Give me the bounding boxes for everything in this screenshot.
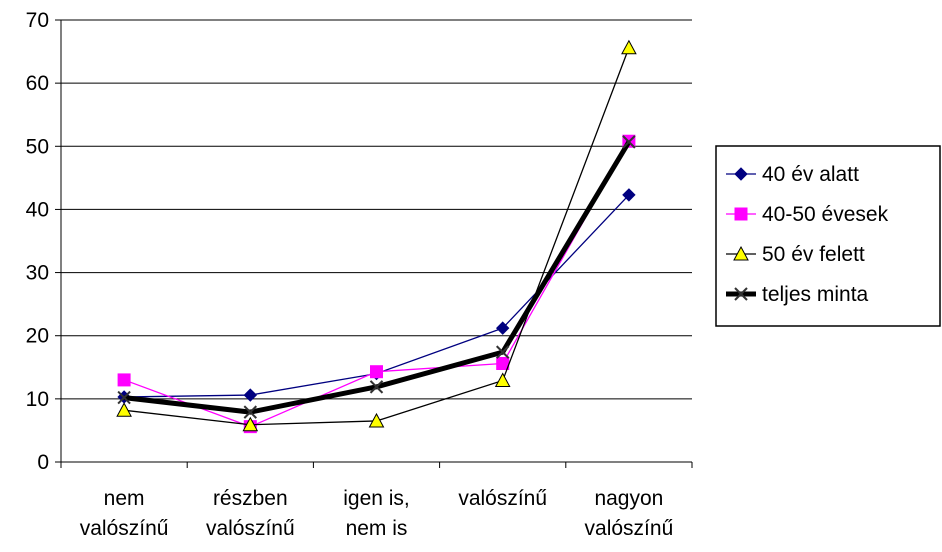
x-marker-stroke [243, 405, 258, 419]
x-category-label: nagyon valószínű [585, 487, 674, 540]
x-category-label: részben valószínű [206, 487, 295, 540]
legend-label: 40 év alatt [762, 163, 859, 186]
legend-swatch-marker [734, 167, 748, 181]
series-3 [117, 135, 636, 419]
legend-entry: 50 év felett [726, 243, 865, 266]
legend: 40 év alatt 40-50 évesek 50 év felett telje… [715, 145, 941, 327]
data-series [116, 39, 637, 434]
x-marker-stroke [622, 135, 636, 149]
x-category-label-line: valószínű [585, 517, 674, 540]
x-marker-stroke [734, 287, 748, 301]
y-tick-label: 50 [26, 135, 49, 158]
legend-label: teljes minta [762, 283, 869, 306]
y-tick-label: 10 [26, 388, 49, 411]
x-category-label-line: valószínű [80, 517, 169, 540]
x-category-label-line: valószínű [206, 517, 295, 540]
x-category-label: valószínű [458, 487, 547, 510]
legend-swatch-marker [734, 287, 748, 301]
data-point [243, 405, 258, 419]
x-marker-stroke [495, 345, 510, 359]
y-tick-label: 30 [26, 262, 49, 285]
x-marker-stroke [369, 380, 384, 394]
gridlines [61, 19, 692, 400]
data-point [243, 388, 258, 402]
series-line [123, 140, 630, 428]
legend-entry: teljes minta [726, 283, 869, 306]
data-point [495, 321, 510, 335]
data-point [622, 135, 636, 149]
x-category-label: igen is, nem is [343, 487, 410, 540]
x-category-label-line: nagyon [594, 487, 663, 510]
data-point [117, 390, 131, 405]
data-point [621, 39, 637, 55]
x-category-label-line: nem is [346, 517, 408, 540]
axes: 0 10 20 30 40 50 60 70 nem valószínű részben valósz… [26, 9, 693, 540]
legend-label: 50 év felett [762, 243, 865, 266]
data-point [370, 365, 383, 379]
y-tick-label: 70 [26, 9, 49, 32]
legend-swatch-marker [734, 207, 748, 221]
data-point [369, 380, 384, 394]
data-point [368, 412, 385, 428]
legend-entry: 40 év alatt [726, 163, 859, 186]
y-tick-label: 60 [26, 72, 49, 95]
y-tick-label: 40 [26, 198, 49, 221]
x-category-label-line: valószínű [458, 487, 547, 510]
data-point [622, 188, 636, 202]
data-point [116, 402, 132, 417]
x-category-label-line: nem [104, 487, 145, 510]
series-2 [116, 39, 637, 432]
legend-entry: 40-50 évesek [726, 203, 889, 226]
data-point [117, 373, 131, 387]
legend-label: 40-50 évesek [762, 203, 889, 226]
data-point [494, 372, 511, 388]
y-tick-label: 20 [26, 325, 49, 348]
y-tick-label: 0 [37, 451, 49, 474]
x-category-label: nem valószínű [80, 487, 169, 540]
x-category-label-line: igen is, [343, 487, 410, 510]
x-marker-stroke [117, 390, 131, 405]
legend-swatch-marker [733, 245, 749, 261]
x-category-label-line: részben [213, 487, 288, 510]
data-point [242, 416, 259, 432]
data-point [495, 345, 510, 359]
